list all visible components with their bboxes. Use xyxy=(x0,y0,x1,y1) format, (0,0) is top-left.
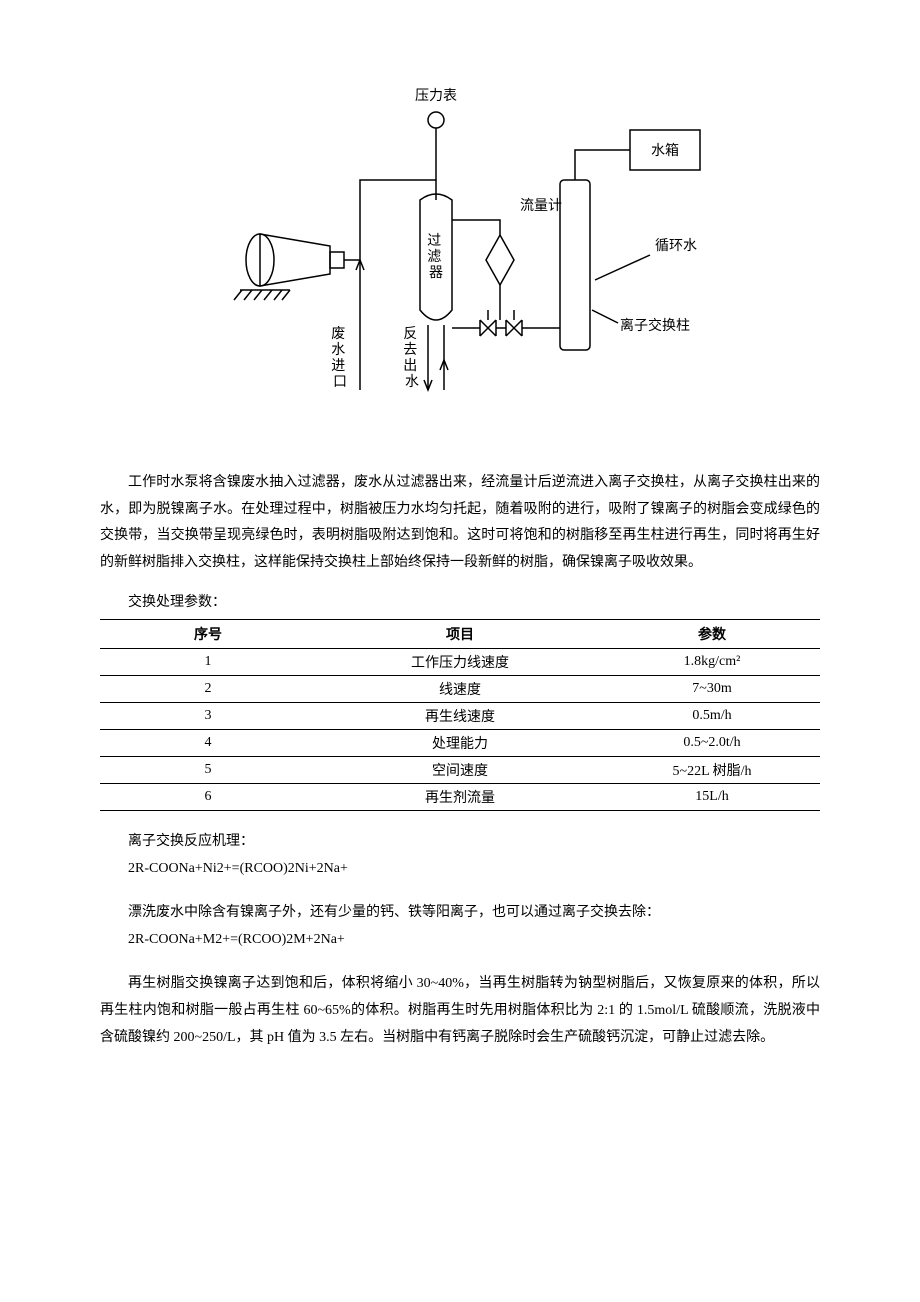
rinse-sentence: 漂洗废水中除含有镍离子外，还有少量的钙、铁等阳离子，也可以通过离子交换去除： xyxy=(100,900,820,927)
label-pressure-gauge: 压力表 xyxy=(415,88,457,104)
table-cell: 3 xyxy=(100,702,316,729)
label-filter: 过 滤 器 xyxy=(427,233,445,281)
paragraph-regen: 再生树脂交换镍离子达到饱和后，体积将缩小 30~40%，当再生树脂转为钠型树脂后… xyxy=(100,971,820,1051)
parameters-table: 序号 项目 参数 1工作压力线速度1.8kg/cm²2线速度7~30m3再生线速… xyxy=(100,619,820,811)
table-row: 4处理能力0.5~2.0t/h xyxy=(100,729,820,756)
table-cell: 5~22L 树脂/h xyxy=(604,756,820,783)
table-cell: 4 xyxy=(100,729,316,756)
table-cell: 15L/h xyxy=(604,783,820,810)
label-ion-column: 离子交换柱 xyxy=(620,317,690,334)
rinse-eq: 2R-COONa+M2+=(RCOO)2M+2Na+ xyxy=(100,927,820,954)
table-cell: 工作压力线速度 xyxy=(316,648,604,675)
table-row: 2线速度7~30m xyxy=(100,675,820,702)
table-cell: 0.5~2.0t/h xyxy=(604,729,820,756)
table-row: 5空间速度5~22L 树脂/h xyxy=(100,756,820,783)
table-cell: 0.5m/h xyxy=(604,702,820,729)
table-row: 6再生剂流量15L/h xyxy=(100,783,820,810)
table-row: 3再生线速度0.5m/h xyxy=(100,702,820,729)
label-back-outlet: 反 去 出 水 xyxy=(403,326,421,390)
table-cell: 线速度 xyxy=(316,675,604,702)
col-seq: 序号 xyxy=(100,619,316,648)
table-cell: 1 xyxy=(100,648,316,675)
process-diagram: 压力表 过 滤 器 流量计 xyxy=(200,60,720,430)
label-flowmeter: 流量计 xyxy=(520,198,562,214)
table-cell: 6 xyxy=(100,783,316,810)
ion-mechanism-eq: 2R-COONa+Ni2+=(RCOO)2Ni+2Na+ xyxy=(100,856,820,883)
table-cell: 处理能力 xyxy=(316,729,604,756)
label-recycle-water: 循环水 xyxy=(655,238,697,254)
table-caption: 交换处理参数： xyxy=(100,590,820,617)
table-cell: 空间速度 xyxy=(316,756,604,783)
table-cell: 再生线速度 xyxy=(316,702,604,729)
table-cell: 7~30m xyxy=(604,675,820,702)
table-header-row: 序号 项目 参数 xyxy=(100,619,820,648)
table-cell: 再生剂流量 xyxy=(316,783,604,810)
table-cell: 1.8kg/cm² xyxy=(604,648,820,675)
table-row: 1工作压力线速度1.8kg/cm² xyxy=(100,648,820,675)
ion-mechanism-label: 离子交换反应机理： xyxy=(100,829,820,856)
paragraph-operation: 工作时水泵将含镍废水抽入过滤器，废水从过滤器出来，经流量计后逆流进入离子交换柱，… xyxy=(100,470,820,576)
table-cell: 2 xyxy=(100,675,316,702)
table-cell: 5 xyxy=(100,756,316,783)
col-param: 参数 xyxy=(604,619,820,648)
label-water-tank: 水箱 xyxy=(651,143,679,159)
col-item: 项目 xyxy=(316,619,604,648)
label-waste-inlet: 废 水 进 口 xyxy=(331,326,349,390)
